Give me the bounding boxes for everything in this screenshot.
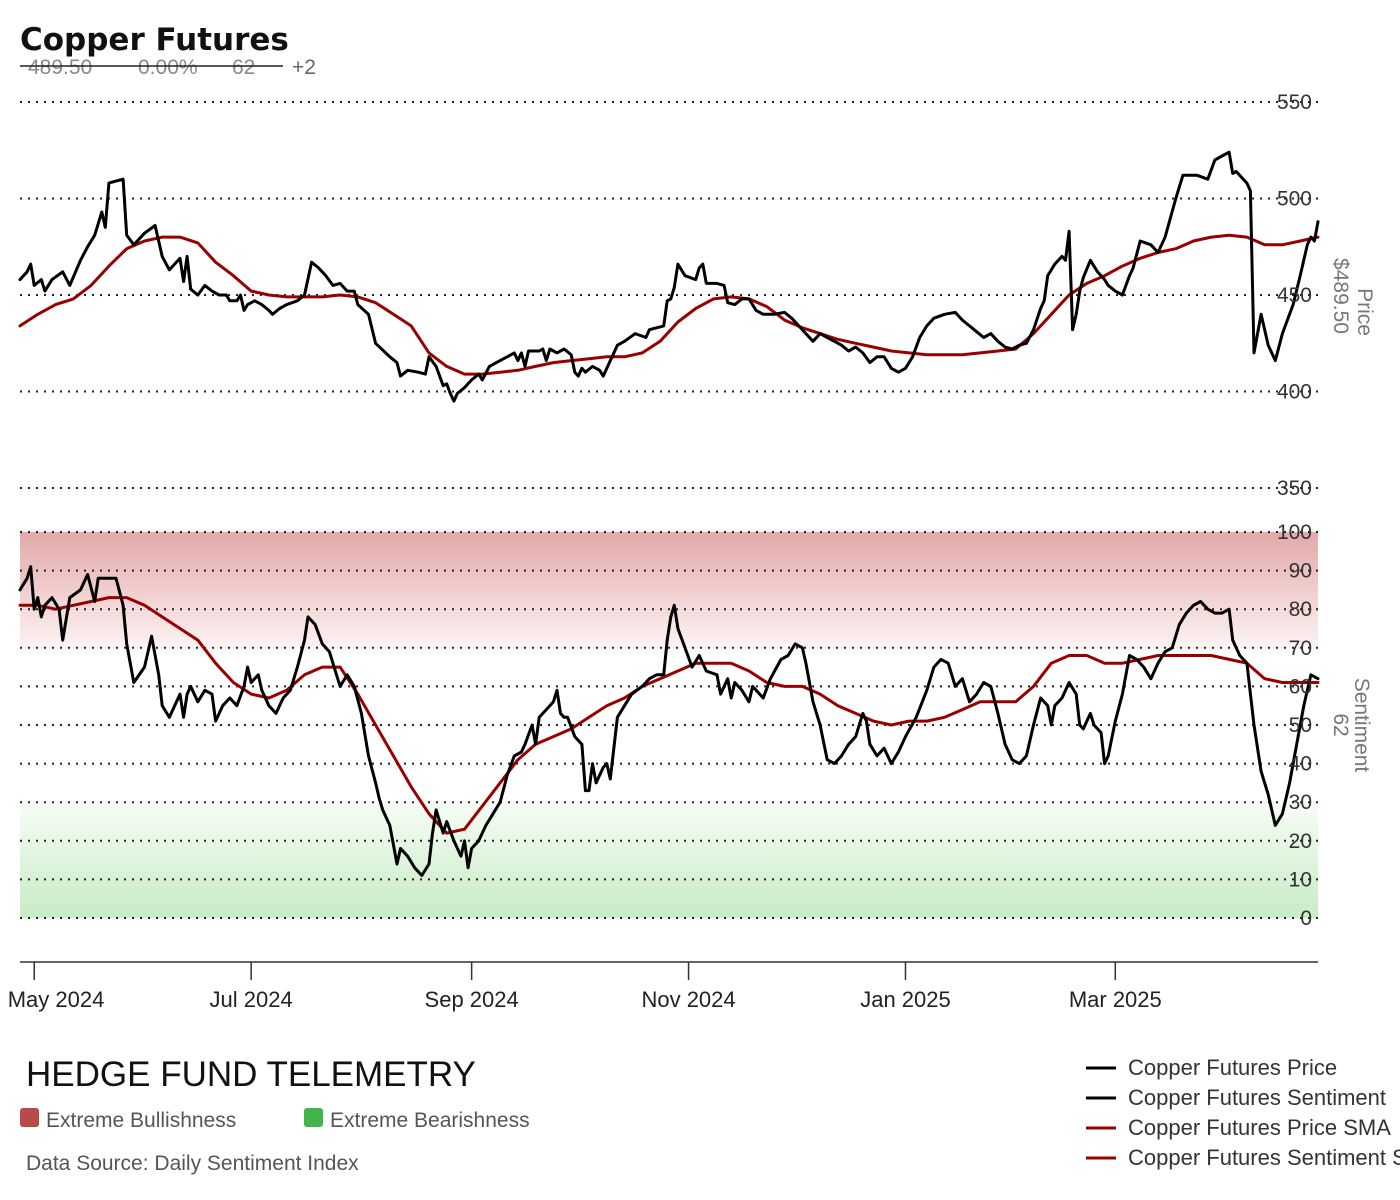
sentiment-tick-labels: 0 10 20 30 40 50 60 70 80 90 100 — [1277, 521, 1312, 930]
price-tick-label: 450 — [1277, 284, 1312, 307]
sentiment-axis-label: Sentiment — [1350, 678, 1373, 773]
bullish-zone-label: Extreme Bullishness — [46, 1109, 236, 1132]
sentiment-tick-label: 10 — [1289, 868, 1312, 891]
data-source: Data Source: Daily Sentiment Index — [26, 1152, 359, 1175]
extreme-bearish-zone — [20, 802, 1318, 918]
header-sentiment: 62 — [232, 56, 255, 79]
legend-entry: Copper Futures Price SMA — [1128, 1115, 1391, 1140]
sentiment-tick-label: 20 — [1289, 830, 1312, 853]
chart-title: Copper Futures — [20, 22, 289, 58]
copper-futures-sentiment-sma-line — [18, 596, 1320, 835]
price-axis-label: Price — [1353, 288, 1376, 336]
copper-futures-price-line — [18, 150, 1320, 403]
price-tick-labels: 350 400 450 500 550 — [1277, 91, 1312, 500]
sentiment-tick-label: 0 — [1300, 907, 1312, 930]
x-tick-label: Jul 2024 — [210, 987, 293, 1012]
sentiment-tick-label: 40 — [1289, 753, 1312, 776]
change-percent: 0.00% — [138, 56, 198, 79]
sentiment-current-label: 62 — [1329, 713, 1352, 736]
x-tick-label: Sep 2024 — [425, 987, 519, 1012]
series-legend: Copper Futures Price Copper Futures Senti… — [1086, 1055, 1400, 1170]
x-tick-labels: May 2024 Jul 2024 Sep 2024 Nov 2024 Jan 2025… — [8, 962, 1162, 1012]
sentiment-tick-label: 70 — [1289, 637, 1312, 660]
sentiment-tick-label: 80 — [1289, 598, 1312, 621]
series-lines — [18, 150, 1320, 877]
copper-futures-sentiment-line — [18, 565, 1320, 877]
grid — [20, 101, 1318, 919]
price-current-label: $489.50 — [1329, 258, 1352, 334]
x-tick-label: Nov 2024 — [641, 987, 735, 1012]
copper-futures-price-sma-line — [18, 233, 1320, 376]
price-tick-label: 550 — [1277, 91, 1312, 114]
price-tick-label: 350 — [1277, 477, 1312, 500]
brand-name: HEDGE FUND TELEMETRY — [26, 1055, 476, 1094]
last-price: 489.50 — [28, 56, 92, 79]
legend-entry: Copper Futures Sentiment — [1128, 1085, 1386, 1110]
sentiment-tick-label: 60 — [1289, 675, 1312, 698]
sentiment-tick-label: 30 — [1289, 791, 1312, 814]
sentiment-tick-label: 50 — [1289, 714, 1312, 737]
legend-entry: Copper Futures Price — [1128, 1055, 1337, 1080]
bearish-zone-label: Extreme Bearishness — [330, 1109, 530, 1132]
x-tick-label: May 2024 — [8, 987, 105, 1012]
bearish-swatch — [304, 1108, 323, 1127]
x-tick-label: Mar 2025 — [1069, 987, 1162, 1012]
sentiment-change: +2 — [292, 56, 316, 79]
price-tick-label: 500 — [1277, 188, 1312, 211]
bullish-swatch — [20, 1108, 39, 1127]
sentiment-tick-label: 90 — [1289, 560, 1312, 583]
sentiment-tick-label: 100 — [1277, 521, 1312, 544]
quote-line: 489.50 0.00% 62 +2 — [20, 56, 316, 79]
x-tick-label: Jan 2025 — [860, 987, 951, 1012]
legend-entry: Copper Futures Sentiment SMA — [1128, 1145, 1400, 1170]
price-tick-label: 400 — [1277, 381, 1312, 404]
